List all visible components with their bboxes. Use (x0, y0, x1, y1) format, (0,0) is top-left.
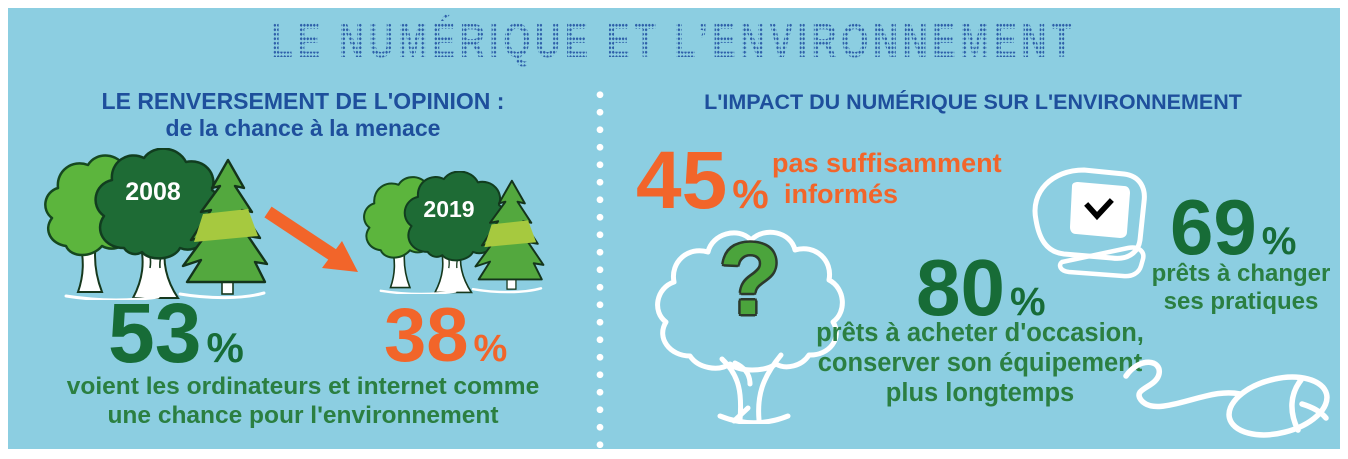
stat-practices-label-line1: prêts à changer (1151, 260, 1331, 287)
stat-informed-label-line1: pas suffisamment (772, 148, 1002, 178)
computer-keyboard (1057, 245, 1146, 279)
mouse-cable (1123, 359, 1243, 410)
stat-informed-percentage: 45% (636, 140, 769, 222)
stat-2008-value: 53 (108, 286, 202, 380)
forest-trees-2019-icon (363, 171, 545, 294)
mouse-button-divider (1289, 377, 1304, 433)
mouse-button-line (1299, 401, 1329, 421)
pine-light-band (484, 220, 537, 248)
dark-tree-canopy (94, 148, 222, 260)
stat-practices-percent-sign: % (1261, 220, 1297, 263)
computer-monitor-body (1032, 167, 1147, 261)
stat-secondhand-percentage: 80% (916, 248, 1046, 328)
stat-2019-percent-sign: % (473, 328, 508, 370)
stat-secondhand-label-line2: conserver son équipement (817, 349, 1143, 377)
stat-practices-value: 69 (1170, 183, 1257, 271)
computer-mouse-icon (1123, 359, 1330, 438)
desktop-computer-icon (1032, 167, 1147, 279)
main-title: LE NUMÉRIQUE ET L’ENVIRONNEMENT (188, 14, 1160, 69)
question-mark: ? (718, 222, 782, 336)
ground-strokes (379, 287, 543, 294)
left-heading-line1: LE RENVERSEMENT DE L'OPINION : (101, 88, 505, 114)
stat-secondhand-label: prêts à acheter d'occasion, conserver so… (788, 318, 1172, 408)
decline-arrow-icon (264, 206, 358, 272)
stat-informed-value: 45 (636, 135, 728, 226)
stat-informed-label: pas suffisamment informés (772, 148, 1002, 210)
ground-strokes (64, 291, 266, 300)
stat-practices-label: prêts à changer ses pratiques (1136, 260, 1346, 316)
stat-practices-label-line2: ses pratiques (1163, 288, 1319, 315)
stat-2008-percentage: 53% (108, 291, 244, 375)
question-tree-branch (732, 360, 753, 387)
dark-tree-canopy (403, 171, 507, 262)
left-heading-line2: de la chance à la menace (165, 115, 441, 141)
year-label-2008: 2008 (125, 178, 181, 206)
left-caption: voient les ordinateurs et internet comme… (18, 372, 588, 430)
stat-informed-percent-sign: % (732, 171, 769, 217)
stat-2019-percentage: 38% (384, 298, 507, 374)
question-tree-icon (655, 229, 845, 424)
stat-secondhand-percent-sign: % (1009, 280, 1046, 324)
dotted-divider (596, 86, 604, 448)
left-section-heading: LE RENVERSEMENT DE L'OPINION : de la cha… (8, 88, 598, 142)
right-section-heading: L'IMPACT DU NUMÉRIQUE SUR L'ENVIRONNEMEN… (704, 90, 1242, 114)
left-caption-line1: voient les ordinateurs et internet comme (66, 373, 540, 400)
forest-trees-2008-icon (44, 148, 269, 300)
infographic-panel: LE NUMÉRIQUE ET L’ENVIRONNEMENT LE RENVE… (8, 8, 1340, 449)
stat-secondhand-label-line1: prêts à acheter d'occasion, (816, 319, 1144, 347)
pine-light-band (194, 209, 258, 242)
computer-screen-cursor-mark (1084, 198, 1114, 221)
stat-2008-percent-sign: % (206, 324, 244, 371)
stat-secondhand-value: 80 (916, 243, 1005, 332)
stat-informed-label-line2: informés (784, 179, 899, 209)
question-tree-roots (717, 405, 791, 424)
mouse-body (1226, 374, 1330, 438)
stat-2019-value: 38 (384, 293, 469, 378)
year-label-2019: 2019 (423, 196, 475, 222)
stat-secondhand-label-line3: plus longtemps (885, 379, 1075, 407)
stat-practices-percentage: 69% (1170, 188, 1296, 266)
left-caption-line2: une chance pour l'environnement (107, 402, 499, 429)
